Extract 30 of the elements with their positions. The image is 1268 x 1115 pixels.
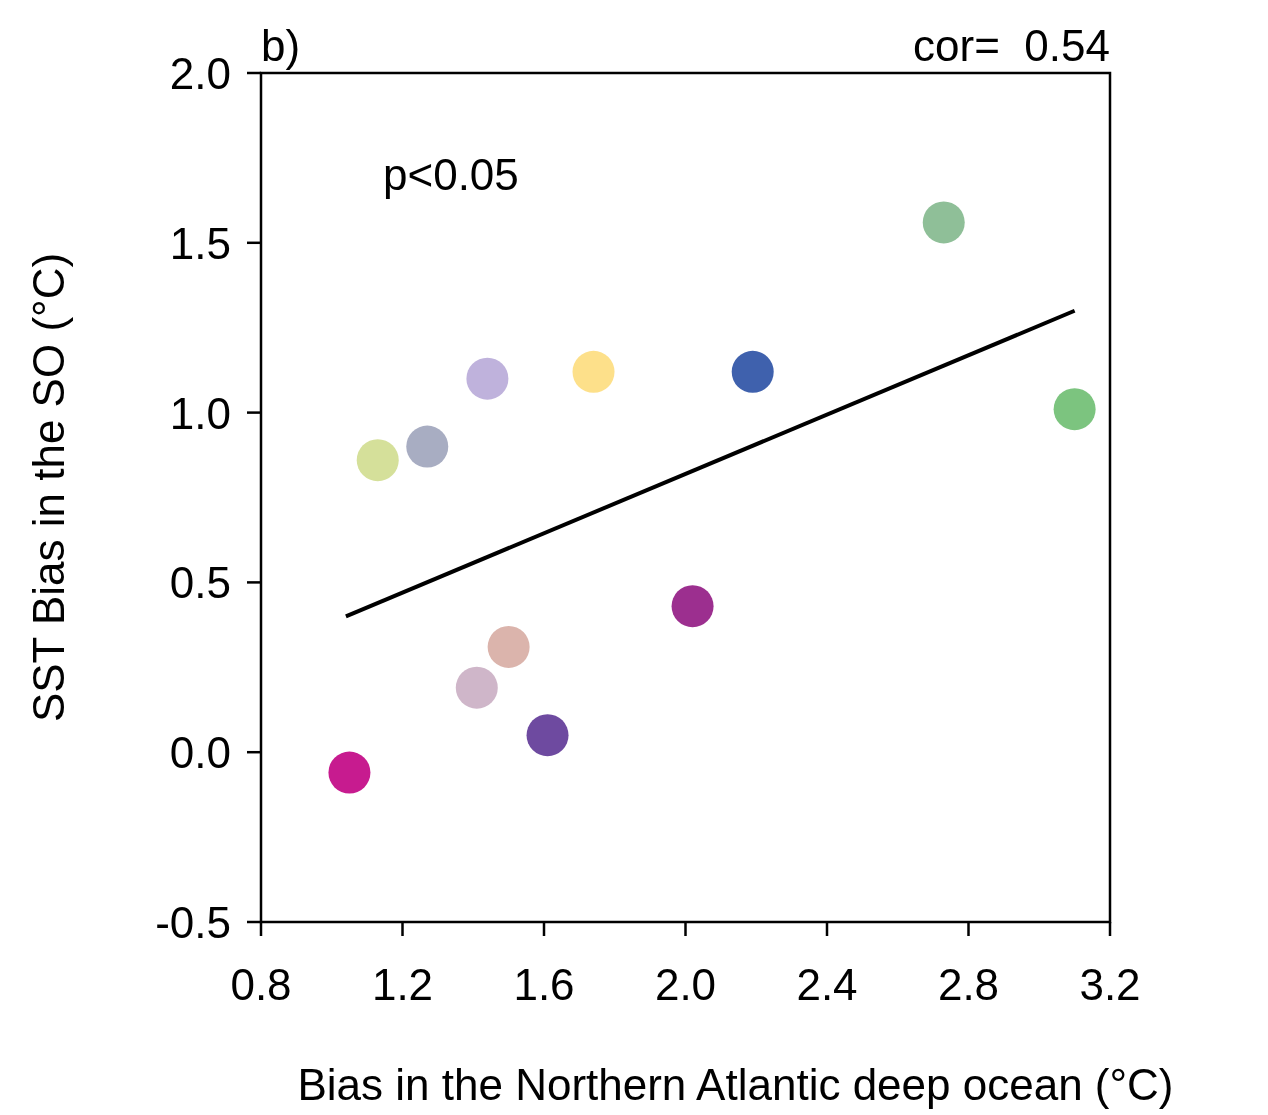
point (572, 350, 615, 393)
point (455, 666, 498, 709)
point (487, 625, 530, 668)
x-tick-label: 2.8 (937, 960, 1000, 1009)
annotation: p<0.05 (383, 150, 519, 199)
x-tick-label: 1.2 (371, 960, 434, 1009)
y-tick-label: 0.5 (169, 558, 231, 608)
y-tick-label: 1.0 (169, 388, 231, 438)
point (671, 585, 714, 628)
point (1053, 388, 1096, 431)
text: b) (261, 21, 301, 70)
x-tick-label: 2.4 (796, 960, 858, 1009)
point (328, 751, 371, 794)
point (526, 714, 569, 757)
x-tick-label: 0.8 (230, 960, 292, 1009)
point (922, 201, 965, 244)
text: cor= 0.54 (913, 21, 1110, 70)
x-tick-label: 1.6 (513, 960, 575, 1009)
y-tick-label: -0.5 (155, 898, 231, 947)
y-tick-label: 2.0 (169, 49, 231, 98)
y-tick-label: 1.5 (169, 218, 231, 268)
point (406, 425, 449, 468)
x-tick-label: 3.2 (1079, 960, 1141, 1009)
x-axis-title: Bias in the Northern Atlantic deep ocean (°C) (297, 1060, 1174, 1109)
x-tick-label: 2.0 (654, 960, 717, 1009)
point (466, 357, 509, 400)
y-axis-title: SST Bias in the SO (°C) (24, 252, 73, 723)
point (731, 350, 774, 393)
point (356, 439, 399, 482)
y-tick-label: 0.0 (169, 728, 231, 778)
